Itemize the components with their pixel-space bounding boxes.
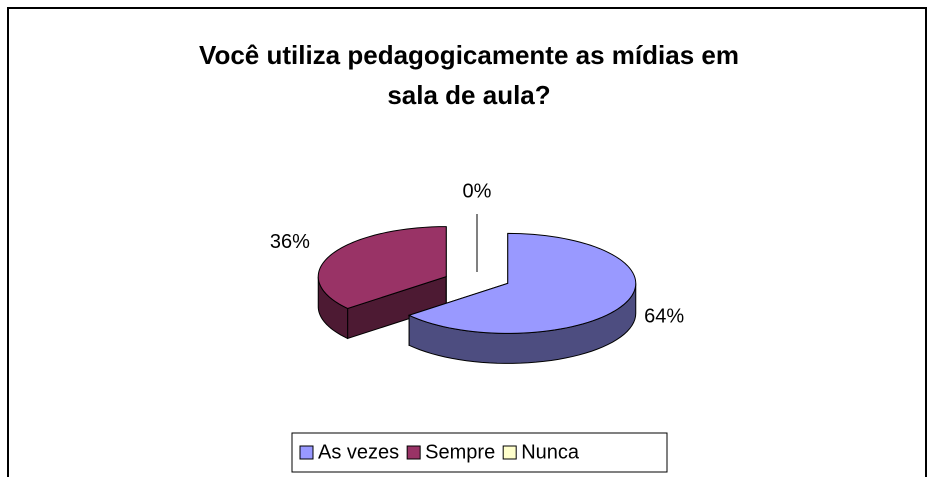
- data-label: 36%: [270, 231, 310, 253]
- legend-swatch: [299, 445, 314, 460]
- legend-swatch: [502, 445, 517, 460]
- title-box: Você utiliza pedagogicamente as mídias e…: [199, 40, 739, 110]
- legend-label: Sempre: [425, 441, 495, 463]
- chart-title: Você utiliza pedagogicamente as mídias e…: [199, 40, 739, 110]
- legend-label: Nunca: [521, 441, 580, 463]
- legend-swatch: [406, 445, 421, 460]
- legend: [291, 432, 668, 473]
- data-label: 0%: [463, 180, 492, 202]
- pie-slice: [317, 226, 447, 310]
- legend-label: As vezes: [318, 441, 399, 463]
- chart-frame: [7, 7, 927, 477]
- pie-slice: [407, 232, 637, 334]
- data-label: 64%: [644, 306, 684, 328]
